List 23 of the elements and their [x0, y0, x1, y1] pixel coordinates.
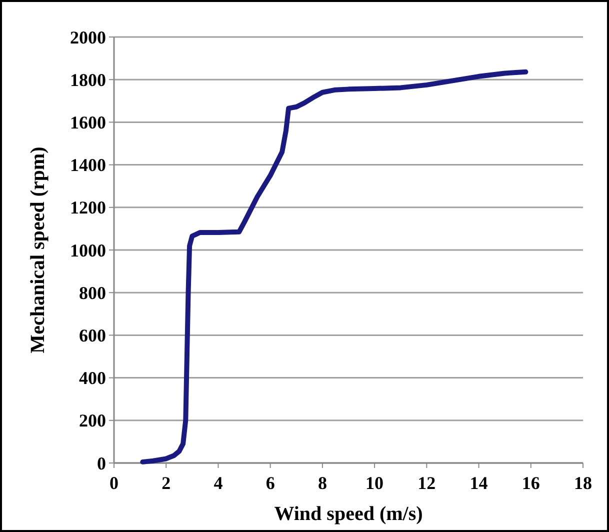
x-tick-label: 6: [266, 473, 275, 493]
x-tick-label: 0: [110, 473, 118, 493]
y-tick-label: 1200: [70, 198, 106, 218]
y-tick-label: 1800: [70, 70, 106, 90]
x-tick-label: 4: [214, 473, 223, 493]
y-axis-title: Mechanical speed (rpm): [27, 146, 49, 354]
x-tick-label: 12: [418, 473, 436, 493]
y-tick-label: 1600: [70, 112, 106, 132]
x-tick-label: 14: [470, 473, 488, 493]
x-tick-label: 18: [574, 473, 592, 493]
y-tick-label: 1400: [70, 155, 106, 176]
x-axis-title: Wind speed (m/s): [274, 503, 423, 525]
y-tick-label: 1000: [70, 240, 106, 260]
x-tick-label: 2: [162, 473, 171, 493]
x-tick-label: 10: [366, 473, 384, 493]
y-tick-label: 200: [79, 410, 106, 431]
x-tick-label: 8: [318, 473, 327, 493]
x-tick-label: 16: [522, 473, 540, 493]
y-tick-label: 400: [79, 368, 106, 388]
y-tick-label: 2000: [70, 27, 106, 48]
y-tick-label: 800: [79, 282, 106, 303]
y-tick-label: 600: [79, 326, 106, 346]
y-tick-label: 0: [97, 453, 106, 474]
